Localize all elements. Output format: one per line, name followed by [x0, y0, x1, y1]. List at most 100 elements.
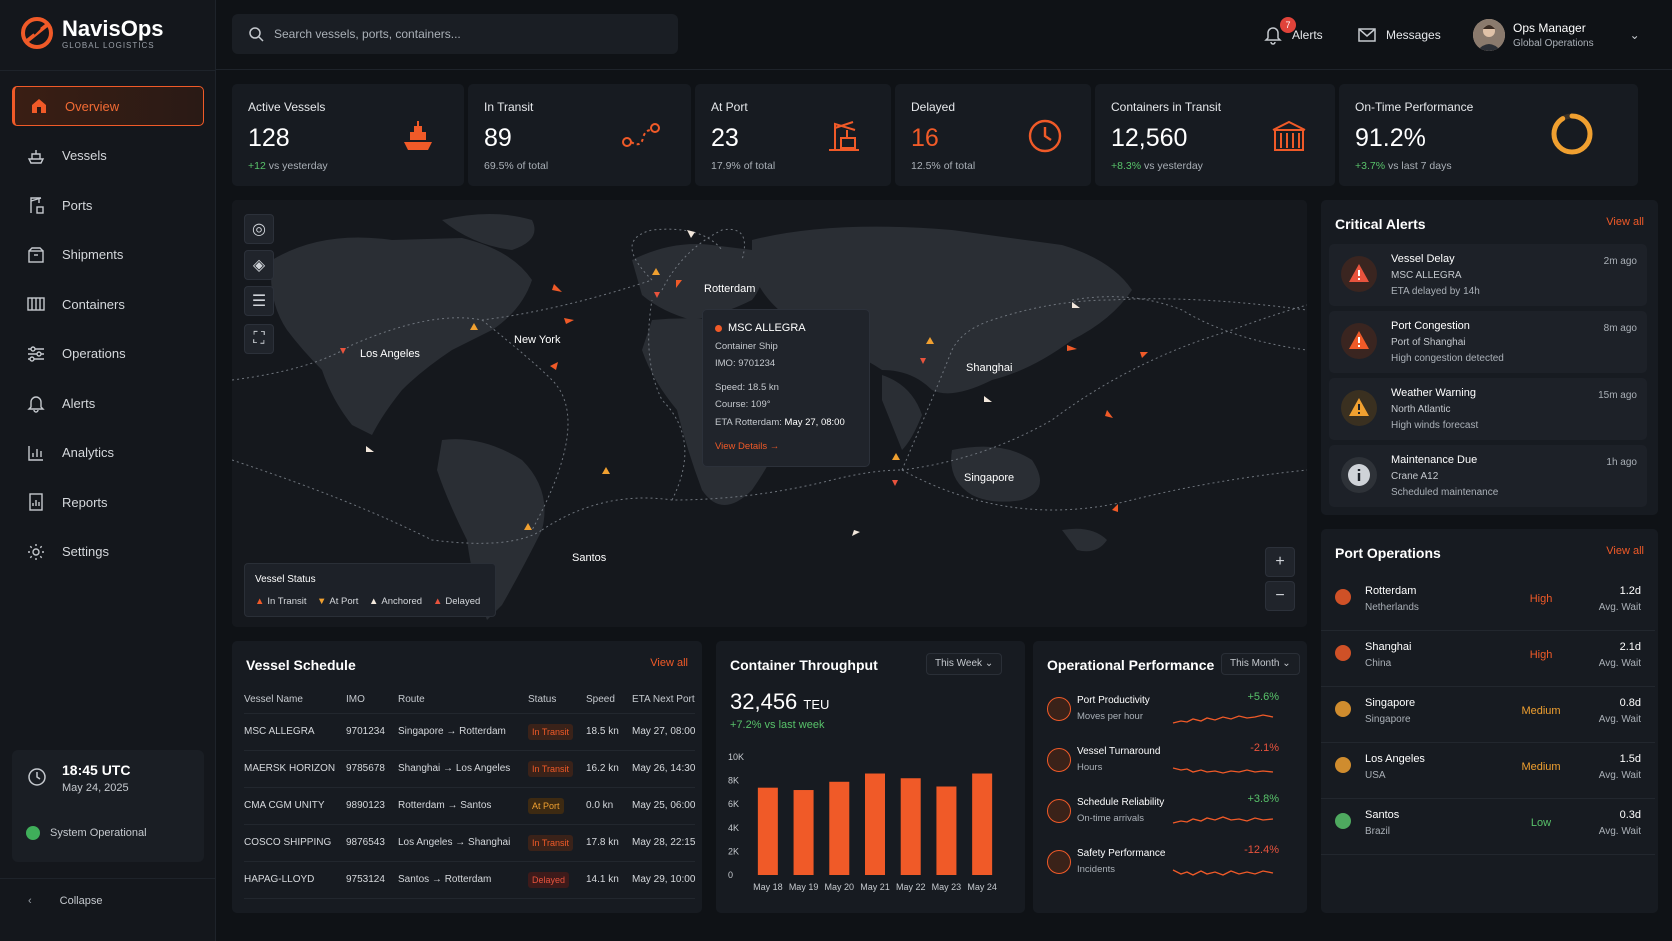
schedule-view-all-link[interactable]: View all	[650, 657, 688, 669]
alert-time: 8m ago	[1603, 323, 1637, 334]
box-icon	[28, 246, 44, 263]
x-tick-label: May 19	[789, 882, 819, 892]
column-header[interactable]: IMO	[346, 687, 398, 714]
kpi-label: Delayed	[911, 100, 956, 114]
sidebar-item-analytics[interactable]: Analytics	[12, 433, 204, 473]
brand-logo[interactable]: NavisOps GLOBAL LOGISTICS	[20, 16, 164, 50]
y-tick-label: 0	[728, 870, 733, 880]
table-row[interactable]: MSC ALLEGRA 9701234 Singapore → Rotterdam I…	[244, 713, 696, 751]
collapse-button[interactable]: ‹ Collapse	[0, 878, 216, 907]
alerts-view-all-link[interactable]: View all	[1606, 216, 1644, 228]
port-row[interactable]: Los Angeles USA Medium 1.5d Avg. Wait	[1321, 743, 1655, 799]
sidebar-item-alerts[interactable]: Alerts	[12, 383, 204, 423]
alert-item[interactable]: Maintenance Due Crane A12 Scheduled main…	[1329, 445, 1647, 507]
user-menu[interactable]: Ops Manager Global Operations ⌄	[1473, 0, 1640, 70]
zoom-in-button[interactable]: +	[1265, 547, 1295, 577]
search-box[interactable]	[232, 14, 678, 54]
sidebar-item-ports[interactable]: Ports	[12, 185, 204, 225]
port-row[interactable]: Singapore Singapore Medium 0.8d Avg. Wai…	[1321, 687, 1655, 743]
sidebar-item-containers[interactable]: Containers	[12, 284, 204, 324]
utc-date: May 24, 2025	[62, 782, 129, 794]
congestion-level: High	[1529, 593, 1553, 605]
kpi-label: On-Time Performance	[1355, 100, 1474, 114]
column-header[interactable]: Route	[398, 687, 528, 714]
view-details-link[interactable]: View Details →	[715, 441, 780, 452]
column-header[interactable]: Speed	[586, 687, 632, 714]
table-row[interactable]: CMA CGM UNITY 9890123 Rotterdam → Santos At…	[244, 787, 696, 825]
port-country: Netherlands	[1365, 602, 1419, 613]
container-icon	[27, 297, 45, 311]
alert-item[interactable]: Port Congestion Port of Shanghai High co…	[1329, 311, 1647, 373]
performance-row[interactable]: Vessel Turnaround Hours -2.1%	[1047, 742, 1279, 792]
port-status-icon	[1335, 701, 1351, 717]
container-icon	[1272, 120, 1306, 151]
list-button[interactable]: ☰	[244, 286, 274, 316]
world-map[interactable]: ◎ ◈ ☰ ⛶ Rotterdam New York Los Angeles S…	[232, 200, 1307, 627]
alert-time: 15m ago	[1598, 390, 1637, 401]
column-header[interactable]: Vessel Name	[244, 687, 346, 714]
port-row[interactable]: Rotterdam Netherlands High 1.2d Avg. Wai…	[1321, 575, 1655, 631]
info-icon	[1341, 457, 1377, 493]
kpi-containers[interactable]: Containers in Transit 12,560 +8.3% vs ye…	[1095, 84, 1335, 186]
performance-row[interactable]: Port Productivity Moves per hour +5.6%	[1047, 691, 1279, 741]
column-header[interactable]: ETA Next Port	[632, 687, 696, 714]
ports-view-all-link[interactable]: View all	[1606, 545, 1644, 557]
kpi-delayed[interactable]: Delayed 16 12.5% of total	[895, 84, 1091, 186]
vessel-status-legend: Vessel Status ▲ In Transit ▼ At Port ▲ Anch…	[244, 563, 496, 617]
x-tick-label: May 22	[896, 882, 926, 892]
table-row[interactable]: HAPAG-LLOYD 9753124 Santos → Rotterdam Dela…	[244, 861, 696, 899]
vessel-tooltip: MSC ALLEGRA Container Ship IMO: 9701234 …	[702, 309, 870, 467]
calendar-icon	[1047, 799, 1071, 823]
table-cell: MAERSK HORIZON	[244, 750, 346, 788]
avg-wait-label: Avg. Wait	[1598, 714, 1641, 725]
alert-item[interactable]: Vessel Delay MSC ALLEGRA ETA delayed by …	[1329, 244, 1647, 306]
table-row[interactable]: COSCO SHIPPING 9876543 Los Angeles → Shang…	[244, 824, 696, 862]
bar[interactable]	[865, 773, 885, 875]
bar[interactable]	[793, 790, 814, 875]
zoom-out-button[interactable]: −	[1265, 581, 1295, 611]
alert-item[interactable]: Weather Warning North Atlantic High wind…	[1329, 378, 1647, 440]
search-input[interactable]	[274, 27, 654, 41]
port-row[interactable]: Santos Brazil Low 0.3d Avg. Wait	[1321, 799, 1655, 855]
alerts-button[interactable]: 7 Alerts	[1262, 0, 1323, 70]
table-cell: May 26, 14:30	[632, 750, 696, 788]
sidebar-item-shipments[interactable]: Shipments	[12, 235, 204, 275]
column-header[interactable]: Status	[528, 687, 586, 714]
bar[interactable]	[757, 787, 778, 875]
kpi-on-time[interactable]: On-Time Performance 91.2% +3.7% vs last …	[1339, 84, 1638, 186]
fullscreen-button[interactable]: ⛶	[244, 324, 274, 354]
table-cell: 16.2 kn	[586, 750, 632, 788]
kpi-at-port[interactable]: At Port 23 17.9% of total	[695, 84, 891, 186]
sidebar-item-settings[interactable]: Settings	[12, 532, 204, 572]
bar[interactable]	[829, 781, 850, 875]
topbar: 7 Alerts Messages Ops Manager Global Ope…	[216, 0, 1672, 70]
port-country: China	[1365, 658, 1392, 669]
alert-subject: MSC ALLEGRA	[1391, 270, 1462, 281]
performance-row[interactable]: Safety Performance Incidents -12.4%	[1047, 844, 1279, 894]
sidebar: NavisOps GLOBAL LOGISTICS Overview Vesse…	[0, 0, 216, 941]
sidebar-item-overview[interactable]: Overview	[12, 86, 204, 126]
sidebar-item-operations[interactable]: Operations	[12, 334, 204, 374]
table-row[interactable]: MAERSK HORIZON 9785678 Shanghai → Los Ange…	[244, 750, 696, 788]
period-select[interactable]: This Week ⌄	[926, 653, 1003, 675]
locate-button[interactable]: ◎	[244, 214, 274, 244]
bar[interactable]	[936, 786, 957, 876]
home-icon	[32, 99, 46, 113]
port-country: Singapore	[1365, 714, 1411, 725]
messages-button[interactable]: Messages	[1356, 0, 1441, 70]
sliders-icon	[28, 345, 44, 362]
kpi-active-vessels[interactable]: Active Vessels 128 +12 vs yesterday	[232, 84, 464, 186]
sidebar-item-vessels[interactable]: Vessels	[12, 136, 204, 176]
port-country: USA	[1365, 770, 1386, 781]
kpi-in-transit[interactable]: In Transit 89 69.5% of total	[468, 84, 691, 186]
bar[interactable]	[972, 773, 993, 875]
layers-button[interactable]: ◈	[244, 250, 274, 280]
sparkline	[1172, 816, 1274, 824]
period-select[interactable]: This Month ⌄	[1221, 653, 1300, 675]
sidebar-item-reports[interactable]: Reports	[12, 482, 204, 522]
port-row[interactable]: Shanghai China High 2.1d Avg. Wait	[1321, 631, 1655, 687]
performance-row[interactable]: Schedule Reliability On-time arrivals +3…	[1047, 793, 1279, 843]
bar[interactable]	[900, 778, 921, 875]
table-cell: Rotterdam → Santos	[398, 787, 528, 825]
status-cell: Delayed	[528, 861, 586, 899]
